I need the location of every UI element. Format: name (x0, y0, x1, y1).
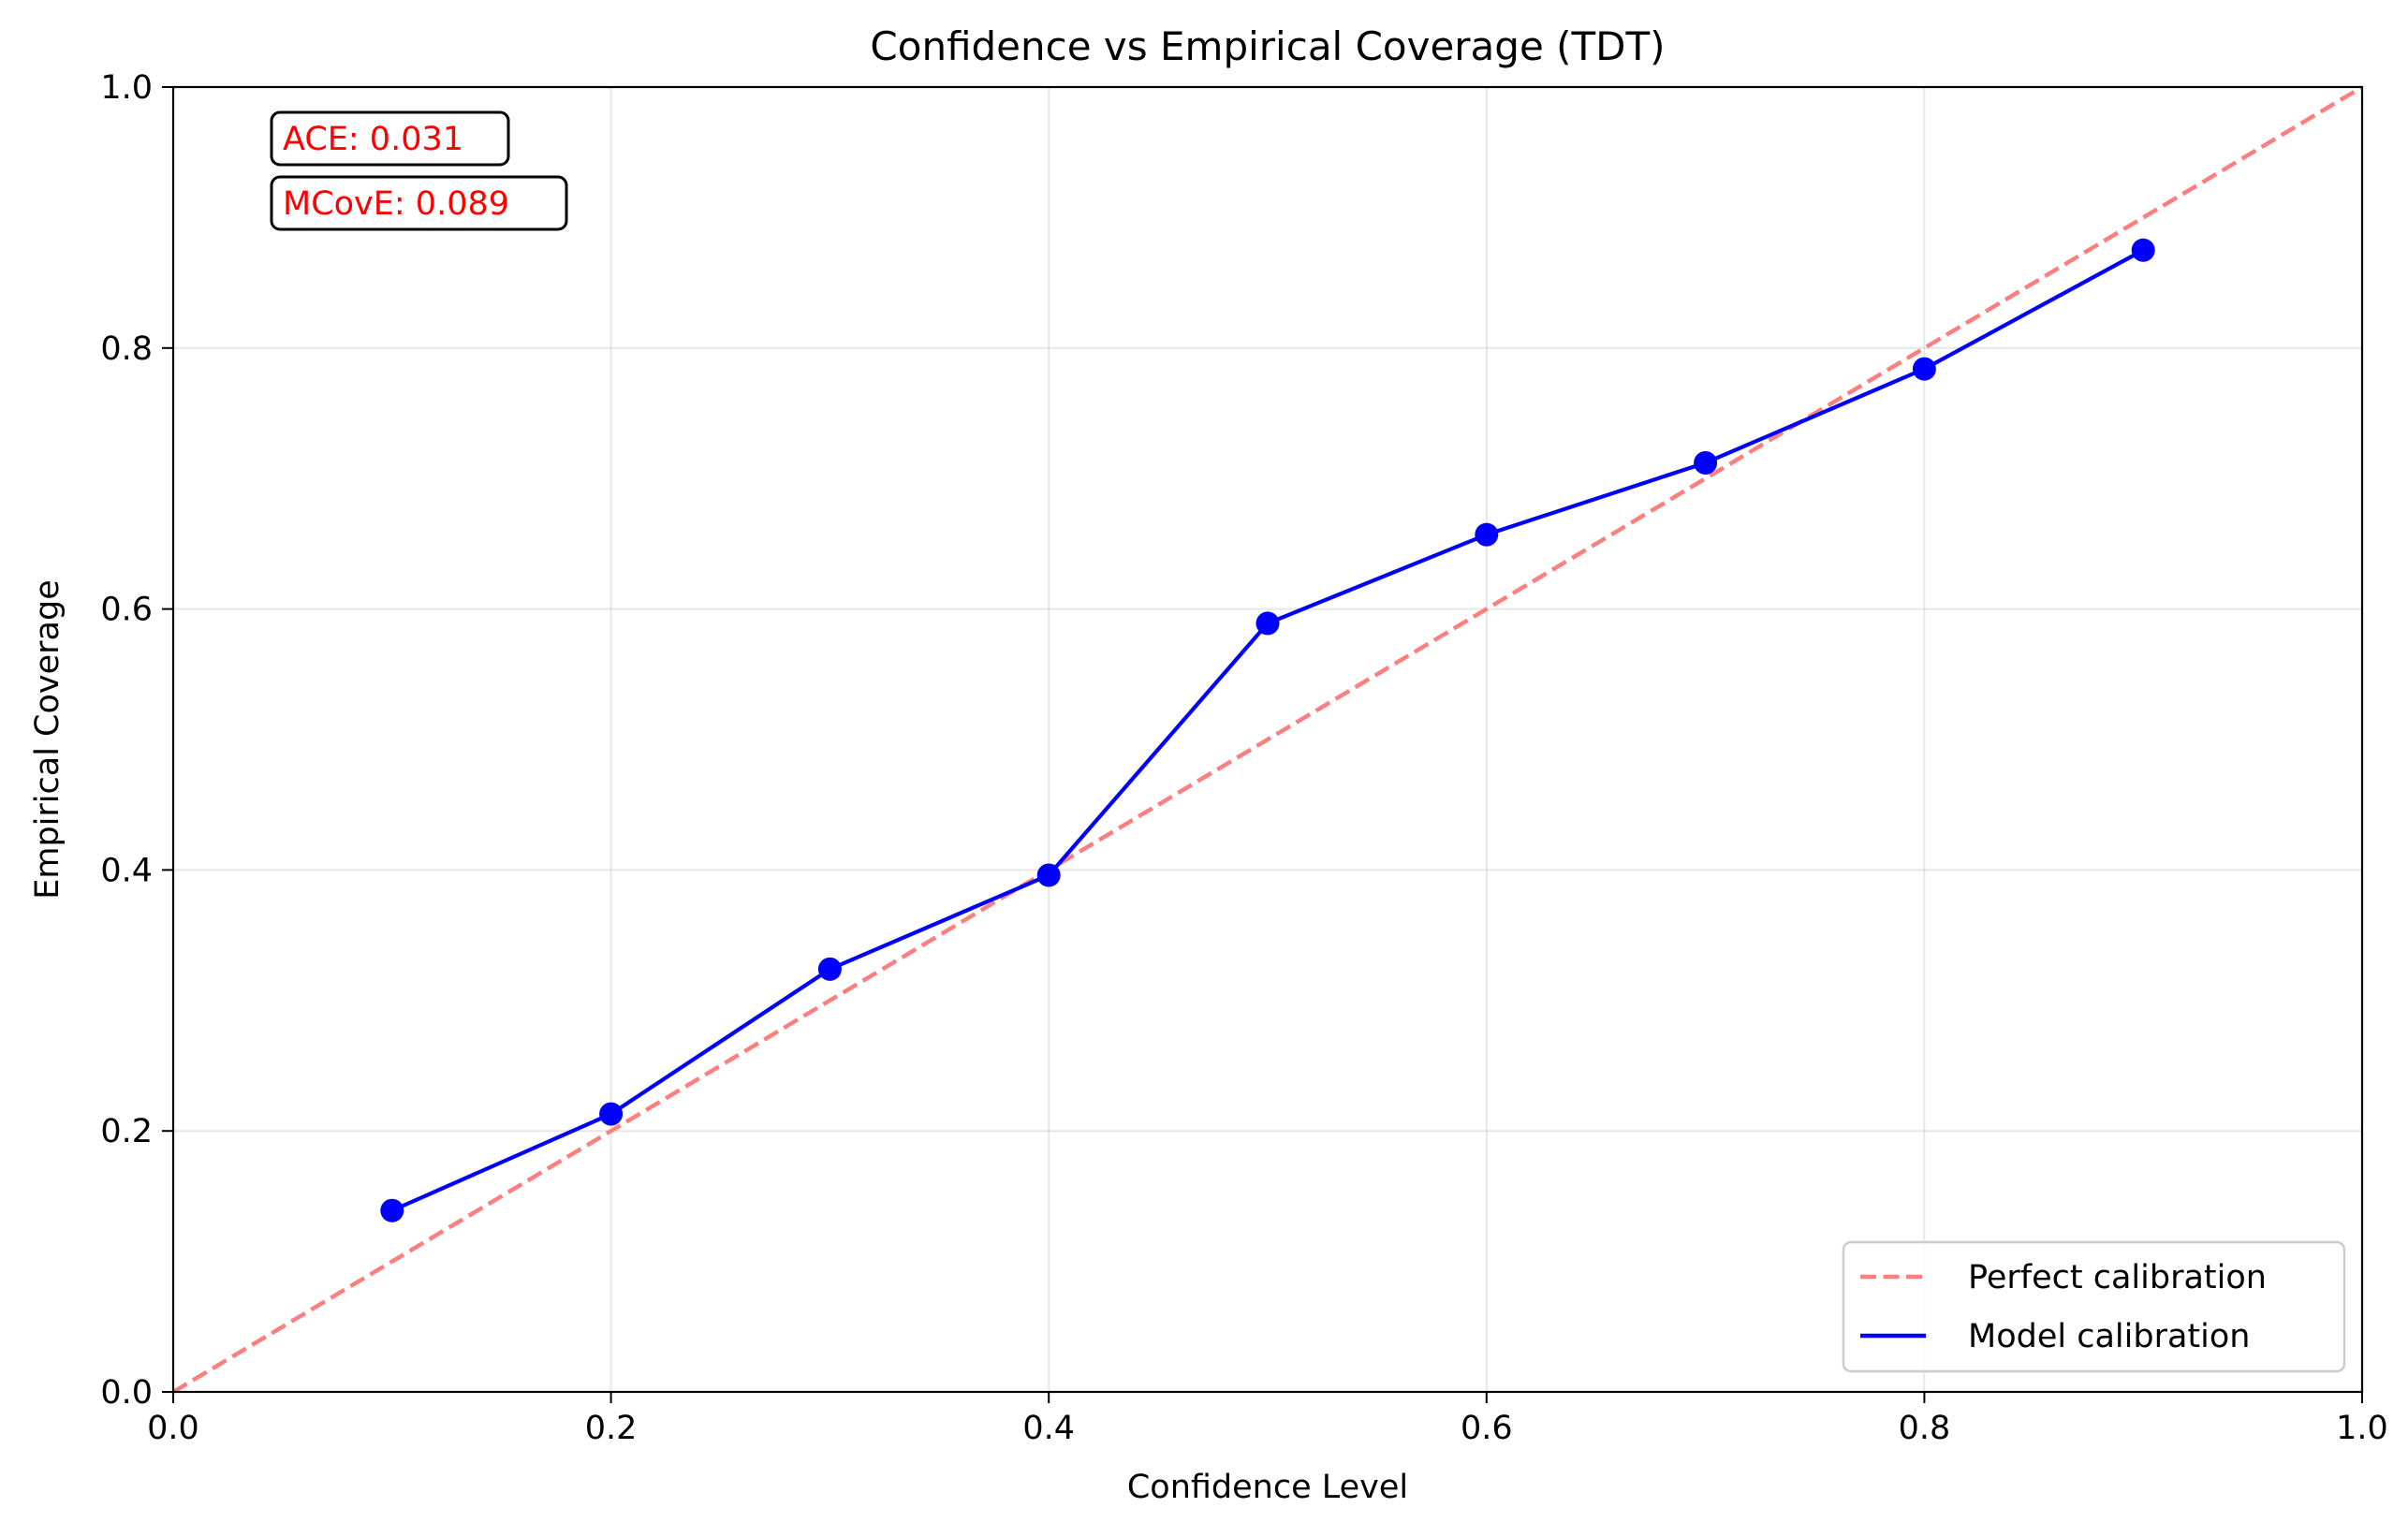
annotation-box (270, 110, 510, 167)
x-tick-label: 0.2 (585, 1410, 638, 1447)
model-calibration-point (817, 957, 842, 981)
y-tick-label: 0.4 (100, 852, 153, 889)
x-tick-label: 0.4 (1022, 1410, 1075, 1447)
y-tick-label: 0.8 (100, 330, 153, 368)
series-layer (171, 85, 2364, 1394)
model-calibration-point (1912, 357, 1936, 381)
annotation-text: ACE: 0.031 (283, 121, 463, 158)
annotation-text: MCovE: 0.089 (283, 185, 509, 223)
x-axis-label: Confidence Level (1127, 1469, 1408, 1506)
model-calibration-point (2131, 238, 2155, 262)
plot-frame (171, 85, 2364, 1394)
legend-label: Model calibration (1968, 1318, 2250, 1355)
x-tick-label: 1.0 (2336, 1410, 2388, 1447)
x-tick-label: 0.0 (147, 1410, 199, 1447)
annotation-box (270, 175, 568, 231)
legend-box (1842, 1240, 2346, 1373)
model-calibration-point (1475, 522, 1499, 547)
perfect-calibration-line (171, 85, 2364, 1394)
y-axis-label: Empirical Coverage (29, 579, 66, 900)
annotations: ACE: 0.031 MCovE: 0.089 (270, 110, 568, 231)
y-tick-label: 1.0 (100, 69, 153, 107)
legend: Perfect calibration Model calibration (1842, 1240, 2346, 1373)
ticks: 0.0 0.2 0.4 0.6 0.8 1.0 0.0 0.2 0.4 0.6 0.8 1.0 (100, 69, 2388, 1447)
legend-label: Perfect calibration (1968, 1259, 2267, 1296)
model-calibration-point (599, 1102, 624, 1126)
y-tick-label: 0.0 (100, 1374, 153, 1412)
model-calibration-point (1036, 863, 1061, 887)
y-tick-label: 0.2 (100, 1113, 153, 1150)
model-calibration-point (1255, 611, 1280, 636)
model-calibration-point (380, 1198, 404, 1222)
chart-title: Confidence vs Empirical Coverage (TDT) (870, 23, 1665, 69)
y-tick-label: 0.6 (100, 592, 153, 629)
x-tick-label: 0.6 (1461, 1410, 1513, 1447)
x-tick-label: 0.8 (1899, 1410, 1951, 1447)
model-calibration-point (1694, 450, 1718, 475)
